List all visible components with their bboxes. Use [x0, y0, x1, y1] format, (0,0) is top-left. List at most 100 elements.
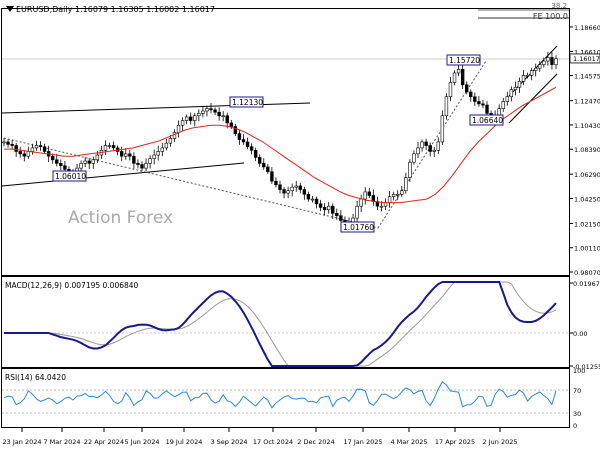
time-axis-label: 2 Jun 2025 [483, 438, 518, 446]
fibo-level-label: 38.2 [551, 2, 567, 10]
candle-body [432, 149, 436, 152]
candle-body [140, 164, 144, 169]
candle-body [176, 124, 181, 133]
macd-axis: 0.019679 0.00 -0.012552 [570, 280, 600, 371]
candle-body [83, 160, 87, 164]
candle-body [38, 145, 43, 148]
candle-body [168, 138, 173, 144]
candle-body [529, 70, 534, 76]
candle-body [306, 193, 311, 200]
candle-body [26, 151, 31, 157]
annotation-box [469, 114, 504, 126]
candle-body [59, 163, 63, 167]
macd-axis-label-top: 0.019679 [573, 280, 600, 288]
macd-pane[interactable] [1, 276, 570, 368]
rsi-line [3, 380, 557, 409]
candle-body [262, 163, 266, 168]
time-axis-label: 17 Oct 2024 [253, 438, 293, 446]
candle-body [400, 190, 404, 195]
watermark: Action Forex [68, 208, 173, 228]
candle-body [144, 163, 148, 169]
candle-body [132, 155, 136, 164]
collapse-triangle-icon[interactable] [6, 6, 14, 12]
candle-body [302, 189, 307, 195]
candle-body [469, 91, 473, 98]
ohlc-label: 1.16079 1.16305 1.16002 1.16017 [75, 5, 215, 14]
candle-body [120, 151, 124, 157]
candle-body [148, 158, 152, 164]
candle-body [473, 96, 477, 102]
candle-body [34, 145, 39, 149]
time-axis-label: 23 Jan 2024 [3, 438, 42, 446]
candle-body [87, 160, 91, 164]
candle-body [408, 161, 412, 178]
candle-body [286, 190, 290, 194]
price-axis-label: 1.04250 [574, 195, 600, 203]
candle-body [396, 193, 400, 196]
candle-body [2, 141, 6, 144]
price-pane[interactable] [1, 8, 570, 276]
time-axis: 23 Jan 2024 7 Mar 2024 22 Apr 2024 5 Jun 20… [3, 428, 518, 446]
candle-body [51, 155, 55, 161]
candle-body [481, 103, 485, 106]
price-axis-label: 1.18660 [574, 24, 600, 32]
candle-body [444, 96, 449, 117]
annotation-label: 1.12130 [232, 98, 263, 107]
current-price-tag [569, 53, 600, 64]
price-axis: 1.18660 1.16610 1.14575 1.12470 1.10430 1.083… [569, 24, 600, 277]
candle-body [465, 84, 469, 93]
candle-body [367, 191, 371, 196]
candle-body [160, 147, 164, 152]
candle-body [456, 69, 461, 74]
candle-body [270, 171, 274, 182]
candle-body [525, 75, 530, 77]
current-price-label: 1.16017 [573, 55, 600, 63]
candle-body [184, 116, 189, 121]
candle-body [30, 147, 35, 152]
candle-body [229, 122, 233, 127]
annotation-label: 1.15720 [449, 56, 480, 65]
candle-body [448, 82, 453, 98]
candle-body [266, 166, 270, 172]
candle-body [180, 120, 185, 126]
annotation-box [52, 170, 87, 182]
candle-body [213, 109, 217, 113]
rsi-axis-label-30: 30 [573, 410, 581, 418]
price-axis-label: 1.14575 [574, 73, 600, 81]
candle-body [318, 203, 323, 208]
candle-body [55, 159, 59, 164]
candle-body [124, 153, 128, 157]
candle-body [249, 146, 254, 151]
symbol-label: EURUSD,Daily [16, 5, 73, 14]
time-axis-label: 19 Jul 2024 [166, 438, 203, 446]
candle-body [221, 115, 225, 118]
time-axis-label: 17 Apr 2025 [435, 438, 475, 446]
candle-body [193, 115, 197, 121]
candle-body [513, 86, 518, 90]
candle-body [428, 145, 432, 152]
time-axis-label: 5 Jun 2024 [125, 438, 160, 446]
candle-body [42, 146, 47, 152]
candle-body [310, 198, 315, 201]
candle-body [521, 75, 526, 82]
candle-body [322, 207, 327, 211]
candle-body [331, 205, 335, 214]
price-axis-label: 1.16610 [574, 48, 600, 56]
candle-body [383, 202, 388, 207]
rsi-pane[interactable] [1, 368, 570, 428]
candle-body [517, 80, 522, 88]
annotation-label: 1.06010 [55, 172, 86, 181]
price-axis-label: 1.12470 [574, 98, 600, 106]
rsi-axis-label-100: 100 [573, 367, 585, 375]
channel-lower-line[interactable] [508, 73, 558, 124]
triangle-lower-trendline[interactable] [1, 162, 245, 187]
fib-dashed-line-1[interactable] [3, 137, 379, 229]
candle-body [550, 57, 554, 65]
candle-body [107, 145, 112, 147]
candle-body [416, 147, 420, 155]
time-axis-label: 2 Dec 2024 [297, 438, 334, 446]
candle-body [424, 141, 428, 146]
annotation-box [446, 54, 481, 66]
candle-body [201, 110, 205, 114]
